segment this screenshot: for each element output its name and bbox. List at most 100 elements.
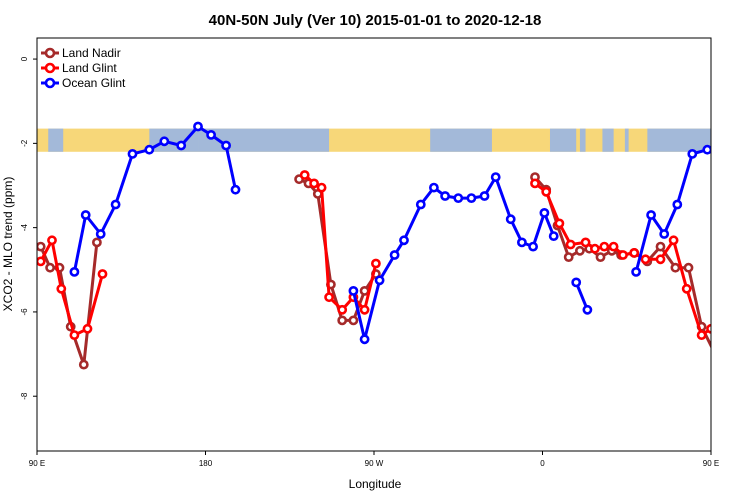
data-point <box>505 214 516 225</box>
data-point <box>389 250 400 260</box>
data-point <box>722 270 729 277</box>
data-point <box>144 144 155 155</box>
map-ocean <box>48 128 64 152</box>
map-ocean <box>602 128 614 152</box>
map-ocean <box>549 128 577 152</box>
data-point <box>45 262 55 273</box>
data-point <box>453 193 464 203</box>
map-ocean <box>579 128 586 152</box>
data-point <box>646 210 656 220</box>
data-point <box>672 199 683 210</box>
data-point <box>687 148 698 159</box>
data-point <box>230 184 241 195</box>
series-land-glint <box>37 170 729 340</box>
data-point <box>595 252 606 262</box>
series-line <box>634 148 708 273</box>
data-point <box>159 136 170 147</box>
data-point <box>359 304 370 315</box>
legend-label: Land Glint <box>62 61 117 75</box>
series-line <box>574 281 589 311</box>
y-tick-label: -6 <box>20 308 29 316</box>
world-map-strip <box>37 128 750 152</box>
x-tick-label: 180 <box>199 459 213 468</box>
data-point <box>374 275 385 286</box>
data-point <box>541 186 552 197</box>
data-point <box>530 178 540 189</box>
data-point <box>702 144 711 155</box>
data-point <box>618 250 628 260</box>
x-axis-label: Longitude <box>349 477 402 491</box>
data-point <box>706 323 711 334</box>
data-point <box>539 207 550 218</box>
data-point <box>554 218 565 229</box>
series-ocean-glint <box>69 121 711 345</box>
data-point <box>176 140 187 151</box>
data-point <box>565 239 576 250</box>
data-point <box>92 237 102 248</box>
y-tick-label: -4 <box>20 224 29 232</box>
data-point <box>399 235 409 246</box>
data-point <box>528 241 538 252</box>
data-point <box>599 241 610 252</box>
data-point <box>415 199 426 210</box>
y-tick-label: -8 <box>20 392 29 400</box>
data-point <box>670 262 681 273</box>
legend-marker <box>44 77 56 89</box>
data-point <box>309 178 319 189</box>
x-tick-label: 90 E <box>29 459 45 468</box>
x-tick-label: 90 W <box>365 459 384 468</box>
data-point <box>575 245 585 256</box>
data-point <box>548 231 559 241</box>
data-point <box>370 258 381 269</box>
data-point <box>299 170 310 180</box>
data-point <box>582 304 593 315</box>
data-point <box>655 254 666 265</box>
data-point <box>37 241 46 252</box>
data-point <box>580 237 591 248</box>
data-point <box>348 285 359 296</box>
data-point <box>359 334 370 345</box>
data-point <box>608 241 619 252</box>
x-axis: 90 E 180 90 W 0 90 E <box>29 451 719 468</box>
data-point <box>97 269 108 279</box>
x-tick-label: 90 E <box>703 459 719 468</box>
data-point <box>78 359 89 370</box>
data-point <box>640 254 651 265</box>
data-point <box>655 241 666 252</box>
data-point <box>193 121 203 132</box>
data-point <box>571 277 582 288</box>
data-point <box>668 235 679 246</box>
data-point <box>82 323 93 334</box>
data-point <box>47 235 57 246</box>
series-line <box>298 177 378 322</box>
data-point <box>629 247 640 258</box>
map-ocean <box>726 129 750 152</box>
data-point <box>466 193 477 203</box>
data-point <box>631 266 641 277</box>
data-point <box>337 315 348 326</box>
x-tick-label: 0 <box>540 459 545 468</box>
data-point <box>440 191 450 201</box>
map-ocean <box>647 128 711 152</box>
data-point <box>726 239 733 246</box>
data-point <box>696 330 707 340</box>
data-point <box>659 229 670 239</box>
data-point <box>69 330 80 340</box>
data-point <box>206 129 216 140</box>
data-point <box>37 256 46 267</box>
y-axis-label: XCO2 - MLO trend (ppm) <box>1 177 15 312</box>
data-point <box>479 191 490 201</box>
series-line <box>351 175 556 341</box>
data-point <box>683 262 694 273</box>
data-point <box>681 283 692 294</box>
data-point <box>56 283 67 294</box>
series-layer <box>37 121 733 370</box>
y-tick-label: 0 <box>20 56 29 61</box>
legend-label: Land Nadir <box>62 46 121 60</box>
data-point <box>221 140 231 151</box>
data-point <box>127 148 138 159</box>
data-point <box>563 252 574 262</box>
data-point <box>590 243 600 254</box>
